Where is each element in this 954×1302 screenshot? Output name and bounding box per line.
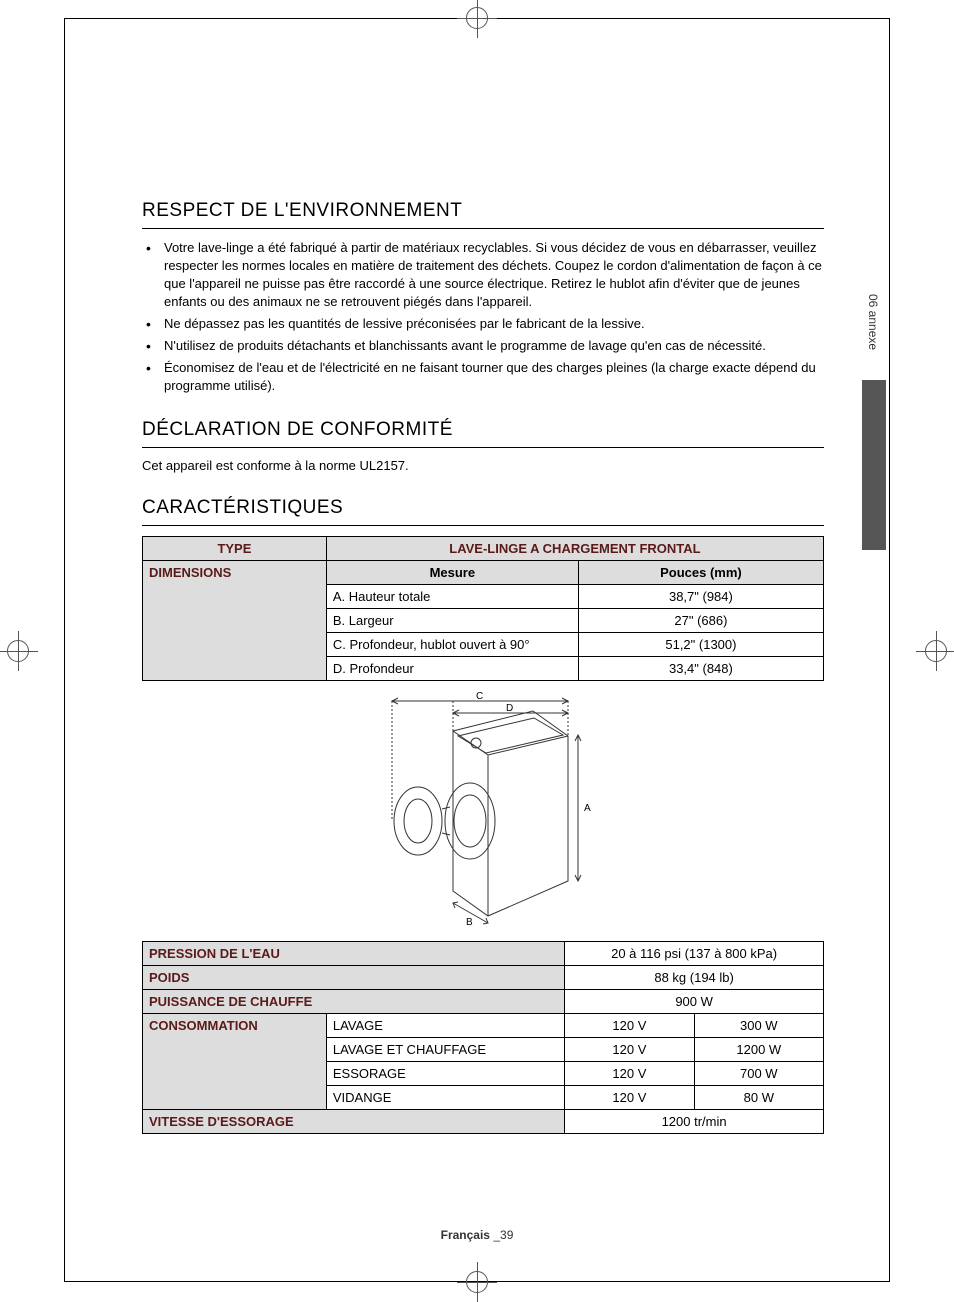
footer-sep: _ (493, 1228, 500, 1242)
cell-volt: 120 V (565, 1061, 694, 1085)
washer-diagram: A B C D (142, 691, 824, 931)
page-footer: Français _39 (0, 1228, 954, 1242)
cell-value: 88 kg (194 lb) (565, 965, 824, 989)
row-label: PRESSION DE L'EAU (143, 941, 565, 965)
footer-page: 39 (500, 1228, 513, 1242)
cell-measure: A. Hauteur totale (326, 584, 578, 608)
cell-what: ESSORAGE (326, 1061, 564, 1085)
reg-mark-left (0, 631, 38, 671)
cell-value: 27" (686) (578, 608, 823, 632)
dimensions-table: TYPE LAVE-LINGE A CHARGEMENT FRONTAL DIM… (142, 536, 824, 681)
row-consommation-label: CONSOMMATION (143, 1013, 327, 1109)
specs-table: PRESSION DE L'EAU 20 à 116 psi (137 à 80… (142, 941, 824, 1134)
cell-volt: 120 V (565, 1037, 694, 1061)
diagram-label-C: C (476, 691, 483, 702)
row-dimensions-label: DIMENSIONS (143, 560, 327, 680)
cell-what: VIDANGE (326, 1085, 564, 1109)
row-spin-label: VITESSE D'ESSORAGE (143, 1109, 565, 1133)
env-item: N'utilisez de produits détachants et bla… (142, 337, 824, 355)
row-label: PUISSANCE DE CHAUFFE (143, 989, 565, 1013)
cell-value: 20 à 116 psi (137 à 800 kPa) (565, 941, 824, 965)
chapter-tab-label: 06 annexe (862, 290, 884, 380)
cell-measure: B. Largeur (326, 608, 578, 632)
env-list: Votre lave-linge a été fabriqué à partir… (142, 239, 824, 395)
cell-value: 33,4" (848) (578, 656, 823, 680)
section-env-heading: RESPECT DE L'ENVIRONNEMENT (142, 200, 824, 229)
diagram-label-B: B (466, 917, 473, 928)
cell-value: 1200 tr/min (565, 1109, 824, 1133)
reg-mark-right (916, 631, 954, 671)
cell-what: LAVAGE ET CHAUFFAGE (326, 1037, 564, 1061)
footer-lang: Français (441, 1228, 490, 1242)
env-item: Économisez de l'eau et de l'électricité … (142, 359, 824, 395)
reg-mark-bottom (457, 1262, 497, 1302)
cell-value: 38,7" (984) (578, 584, 823, 608)
cell-watt: 1200 W (694, 1037, 823, 1061)
chapter-tab: 06 annexe (862, 290, 886, 550)
row-label: POIDS (143, 965, 565, 989)
cell-volt: 120 V (565, 1085, 694, 1109)
env-item: Votre lave-linge a été fabriqué à partir… (142, 239, 824, 311)
cell-watt: 700 W (694, 1061, 823, 1085)
reg-mark-top (457, 0, 497, 38)
cell-watt: 300 W (694, 1013, 823, 1037)
th-mesure: Mesure (326, 560, 578, 584)
section-spec-heading: CARACTÉRISTIQUES (142, 497, 824, 526)
diagram-label-D: D (506, 703, 513, 714)
th-pouces: Pouces (mm) (578, 560, 823, 584)
section-conf-heading: DÉCLARATION DE CONFORMITÉ (142, 419, 824, 448)
th-type: TYPE (143, 536, 327, 560)
diagram-label-A: A (584, 803, 591, 814)
conf-note: Cet appareil est conforme à la norme UL2… (142, 458, 824, 473)
cell-volt: 120 V (565, 1013, 694, 1037)
cell-what: LAVAGE (326, 1013, 564, 1037)
cell-value: 51,2" (1300) (578, 632, 823, 656)
cell-value: 900 W (565, 989, 824, 1013)
th-main: LAVE-LINGE A CHARGEMENT FRONTAL (326, 536, 823, 560)
cell-measure: D. Profondeur (326, 656, 578, 680)
cell-measure: C. Profondeur, hublot ouvert à 90° (326, 632, 578, 656)
cell-watt: 80 W (694, 1085, 823, 1109)
env-item: Ne dépassez pas les quantités de lessive… (142, 315, 824, 333)
